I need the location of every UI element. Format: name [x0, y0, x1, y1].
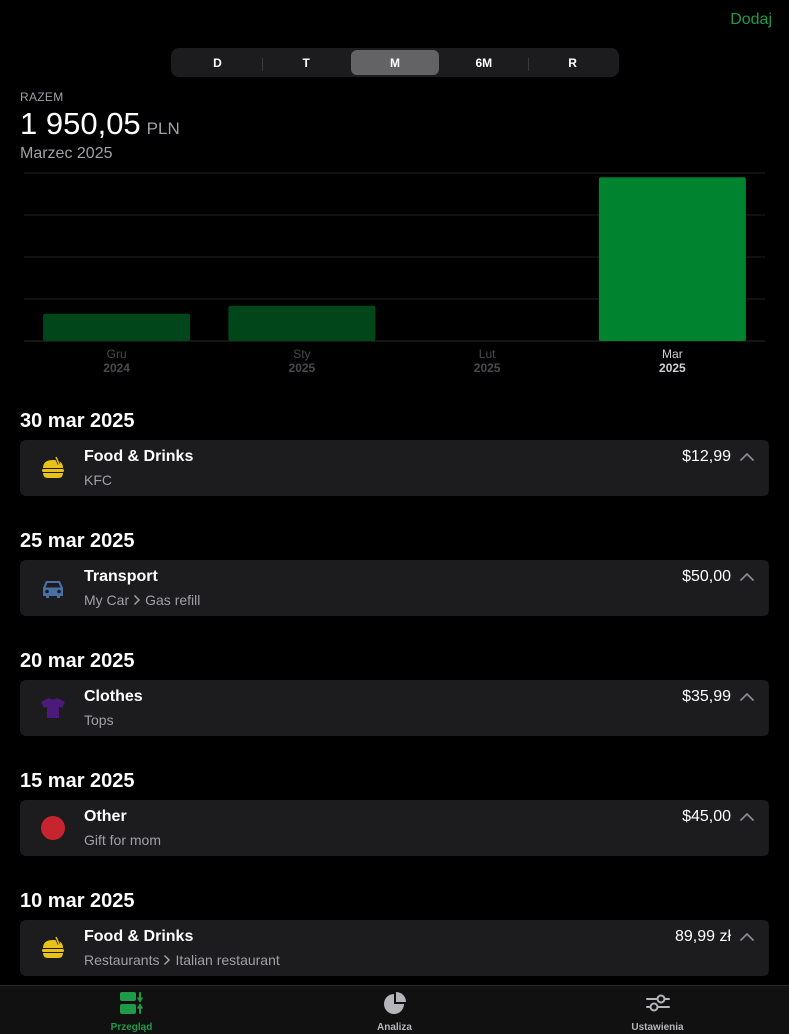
chart-x-label-month: Gru: [107, 347, 127, 361]
tab-settings[interactable]: Ustawienia: [526, 986, 789, 1034]
transaction-subtitle-part: Gas refill: [145, 592, 201, 608]
sliders-icon: [645, 991, 671, 1020]
range-option-r[interactable]: R: [528, 50, 617, 75]
transaction-subtitle: KFC: [84, 472, 112, 488]
transaction-subtitle: Gift for mom: [84, 832, 161, 848]
range-option-m[interactable]: M: [350, 50, 440, 75]
tab-overview[interactable]: Przegląd: [0, 986, 263, 1034]
transaction-subtitle: My Car Gas refill: [84, 592, 200, 608]
chart-x-label-year: 2025: [289, 361, 316, 375]
transaction-amount: $45,00: [682, 808, 731, 825]
transaction-card[interactable]: Food & Drinks Restaurants Italian restaura…: [20, 920, 769, 976]
circle-icon: [40, 815, 66, 841]
burger-icon: [40, 935, 66, 961]
tab-bar: Przegląd Analiza Ustawienia: [0, 985, 789, 1034]
tab-settings-label: Ustawienia: [631, 1022, 684, 1033]
transaction-card[interactable]: Clothes Tops $35,99: [20, 680, 769, 736]
tab-analysis[interactable]: Analiza: [263, 986, 526, 1034]
chevron-right-icon: [163, 954, 171, 966]
transaction-subtitle-part: Restaurants: [84, 952, 160, 968]
total-currency: PLN: [146, 119, 180, 138]
transaction-subtitle-part: KFC: [84, 472, 112, 488]
section-date: 30 mar 2025: [20, 410, 135, 432]
transaction-subtitle-part: Tops: [84, 712, 114, 728]
transaction-subtitle-part: Gift for mom: [84, 832, 162, 848]
transaction-card[interactable]: Transport My Car Gas refill $50,00: [20, 560, 769, 616]
transaction-card[interactable]: Food & Drinks KFC $12,99: [20, 440, 769, 496]
chevron-up-icon[interactable]: [739, 569, 755, 587]
transaction-subtitle-part: My Car: [84, 592, 130, 608]
transaction-amount: 89,99 zł: [674, 928, 731, 945]
chart-bar[interactable]: [598, 177, 746, 341]
transaction-amount: $35,99: [682, 688, 731, 705]
range-option-6m[interactable]: 6M: [475, 55, 493, 70]
tab-overview-label: Przegląd: [110, 1022, 153, 1033]
transaction-category: Food & Drinks: [84, 448, 194, 465]
chevron-up-icon[interactable]: [739, 809, 755, 827]
overview-icon: [119, 991, 145, 1020]
chart-x-label-year: 2025: [659, 361, 686, 375]
chart-x-label-month: Sty: [293, 347, 310, 361]
chevron-right-icon: [133, 594, 141, 606]
section-date: 10 mar 2025: [20, 890, 135, 912]
total-period: Marzec 2025: [20, 145, 113, 162]
range-option-d[interactable]: D: [213, 55, 222, 70]
range-selector: D T M 6M R: [171, 48, 619, 77]
shirt-icon: [40, 695, 66, 721]
total-label: RAZEM: [20, 90, 64, 104]
car-icon: [40, 575, 66, 601]
total-amount: 1 950,05 PLN: [20, 106, 180, 142]
add-button[interactable]: Dodaj: [730, 11, 772, 28]
range-option-t[interactable]: T: [261, 50, 351, 75]
total-value: 1 950,05: [20, 106, 141, 141]
chevron-up-icon[interactable]: [739, 689, 755, 707]
transaction-category: Food & Drinks: [84, 928, 194, 945]
transaction-amount: $12,99: [682, 448, 731, 465]
transaction-category: Other: [84, 808, 127, 825]
chart-bar[interactable]: [228, 305, 376, 341]
chart-x-label-month: Mar: [662, 347, 683, 361]
tab-analysis-label: Analiza: [376, 1022, 412, 1033]
transaction-subtitle: Tops: [84, 712, 114, 728]
chart-bar[interactable]: [43, 313, 191, 341]
transaction-subtitle-part: Italian restaurant: [175, 952, 280, 968]
section-date: 20 mar 2025: [20, 650, 135, 672]
transaction-subtitle: Restaurants Italian restaurant: [84, 952, 280, 968]
chevron-up-icon[interactable]: [739, 929, 755, 947]
section-date: 15 mar 2025: [20, 770, 135, 792]
burger-icon: [40, 455, 66, 481]
chevron-up-icon[interactable]: [739, 449, 755, 467]
transaction-amount: $50,00: [682, 568, 731, 585]
chart-x-label-year: 2024: [103, 361, 130, 375]
chart-x-label-month: Lut: [479, 347, 496, 361]
section-date: 25 mar 2025: [20, 530, 135, 552]
transaction-category: Transport: [84, 568, 158, 585]
pie-chart-icon: [383, 991, 407, 1020]
transaction-card[interactable]: Other Gift for mom $45,00: [20, 800, 769, 856]
chart-x-label-year: 2025: [474, 361, 501, 375]
transaction-category: Clothes: [84, 688, 143, 705]
